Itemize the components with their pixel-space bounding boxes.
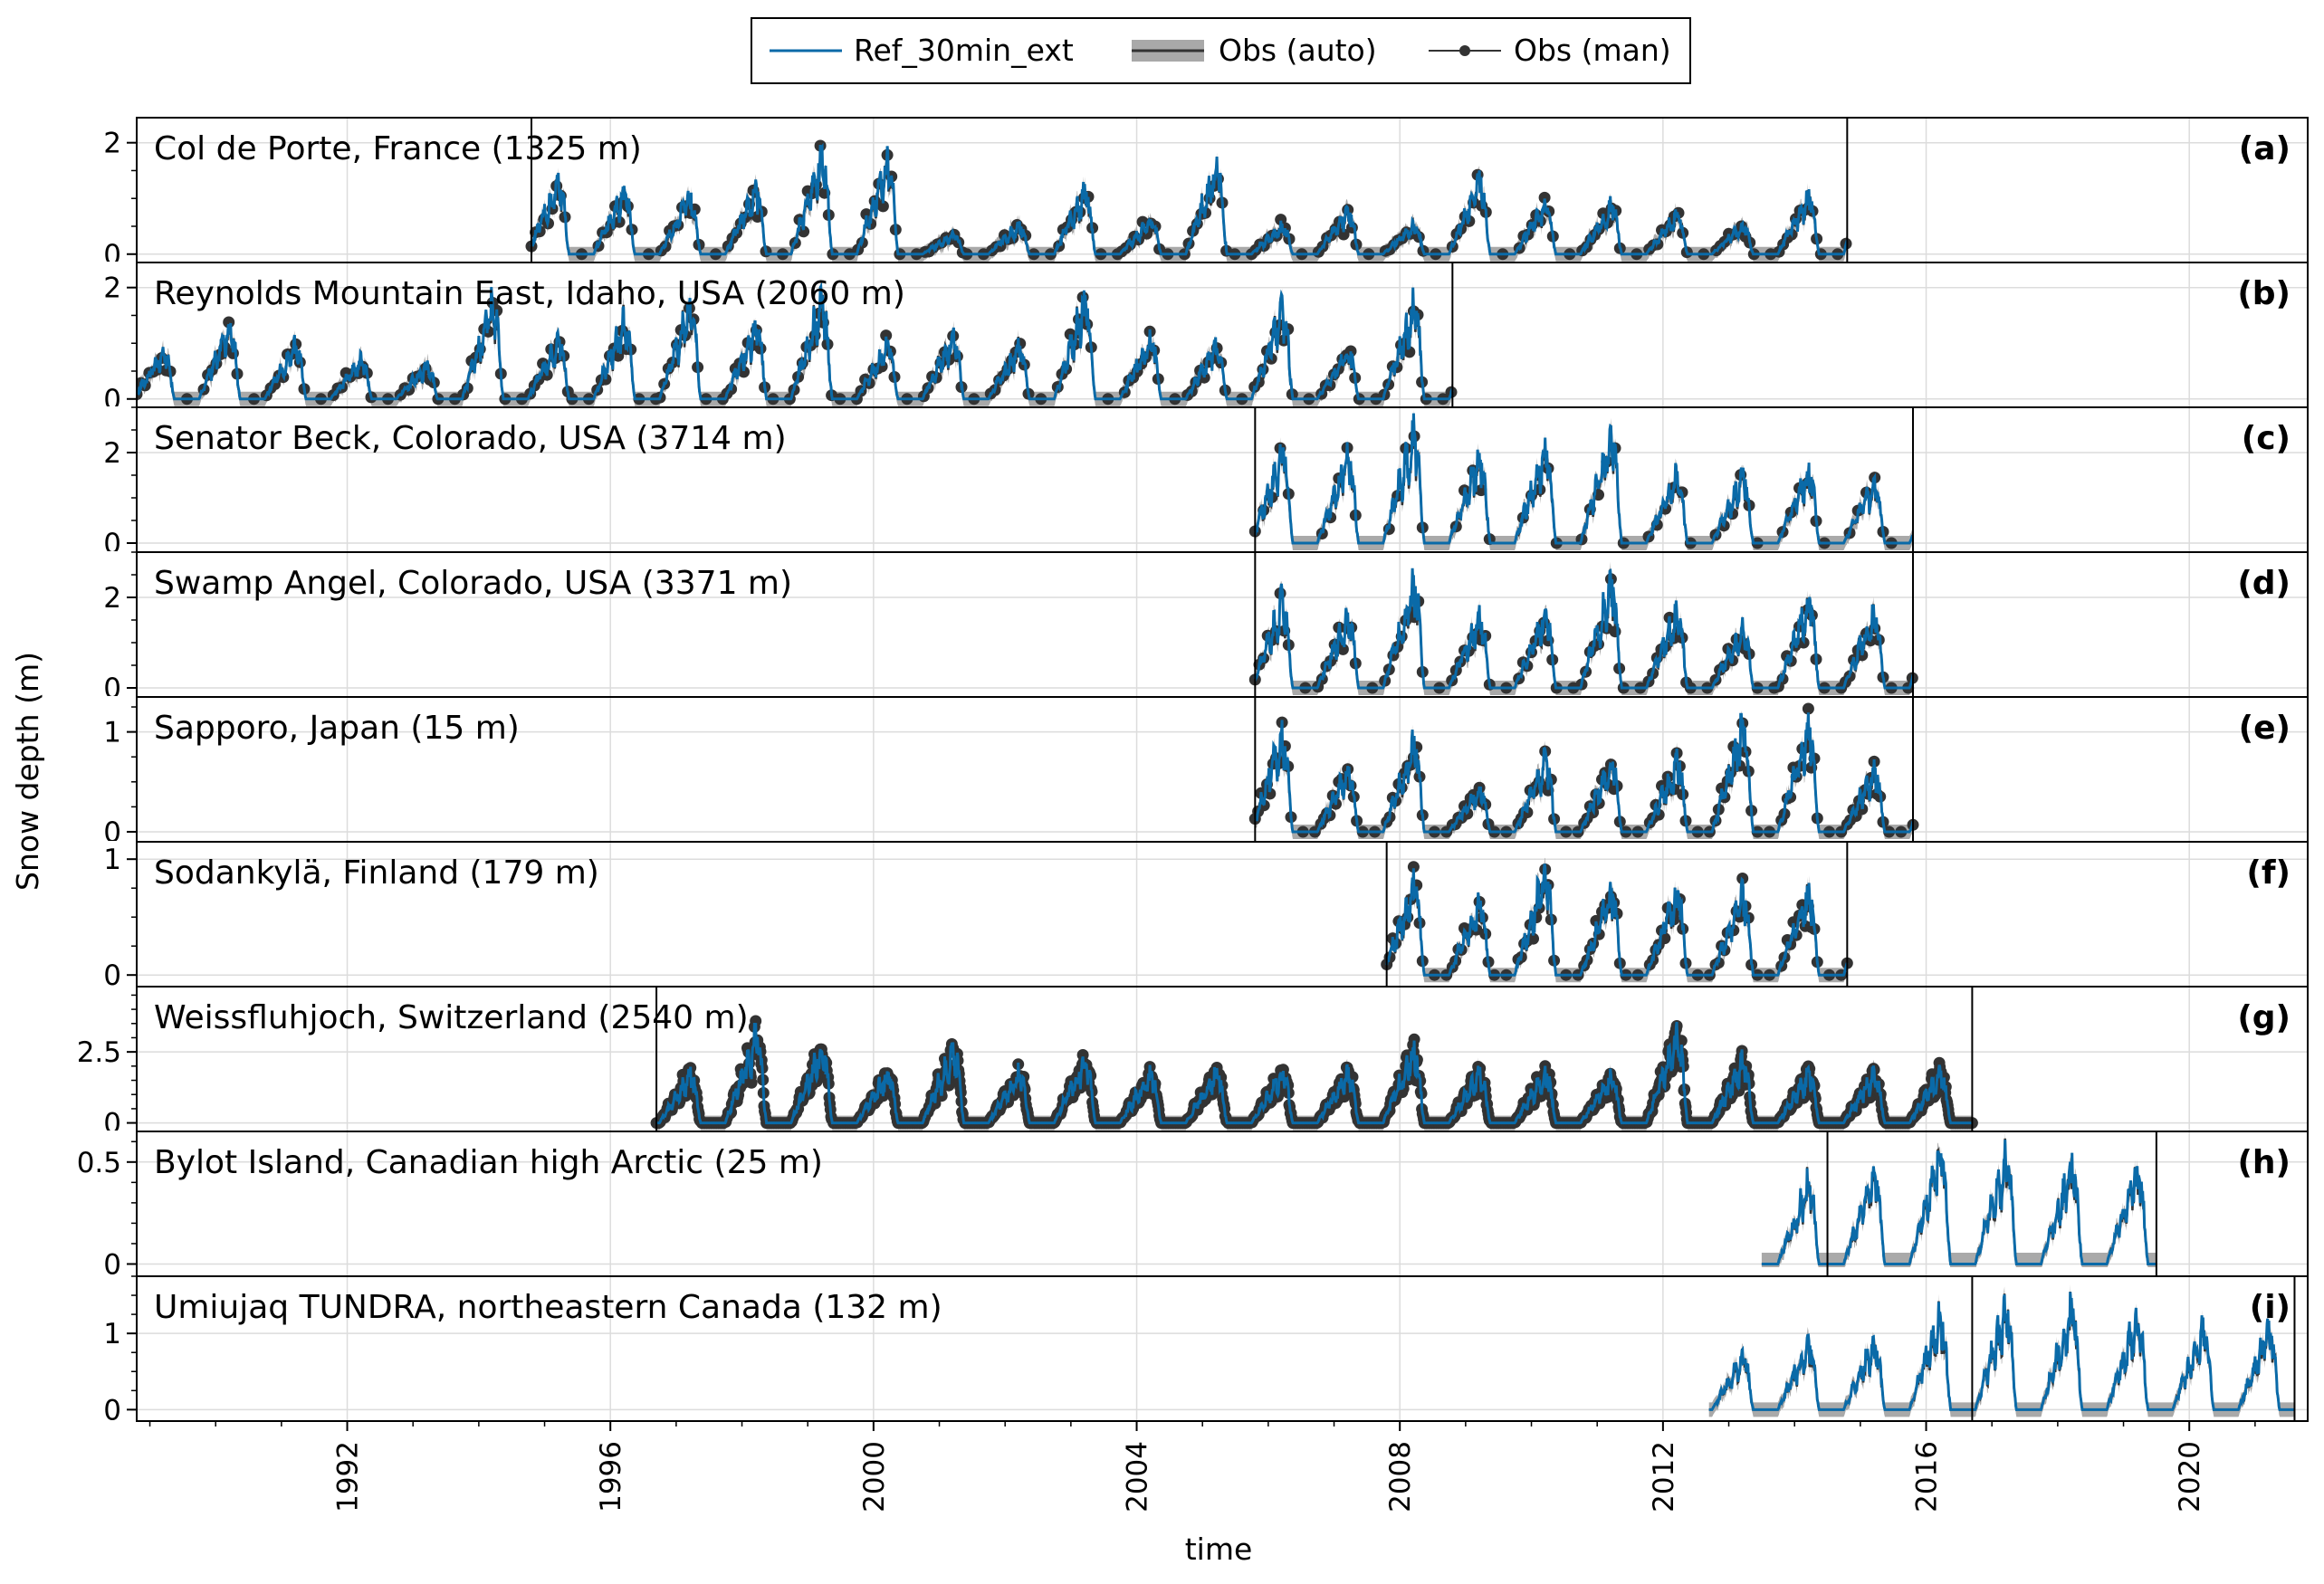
panel-title: Bylot Island, Canadian high Arctic (25 m… [154, 1144, 823, 1181]
panel-title: Weissfluhjoch, Switzerland (2540 m) [154, 999, 749, 1036]
obs-man-marker [1527, 932, 1539, 945]
y-tick-label: 1 [103, 844, 121, 876]
obs-man-marker [1475, 484, 1487, 497]
y-tick-label: 2 [103, 582, 121, 615]
x-tick-label: 2004 [1122, 1441, 1154, 1512]
panel-letter: (h) [2237, 1144, 2291, 1181]
obs-man-marker [880, 329, 893, 342]
legend-label: Obs (auto) [1219, 33, 1377, 68]
obs-man-marker [1590, 914, 1602, 927]
obs-man-marker [1408, 1033, 1420, 1045]
obs-man-marker [1609, 625, 1621, 638]
ref-30min-ext-line [530, 142, 1849, 256]
panel: 0 1 Sodankylä, Finland (179 m) (f) [0, 841, 2309, 992]
panel: 02 Swamp Angel, Colorado, USA (3371 m) (d) [0, 551, 2309, 705]
panel-letter: (c) [2242, 420, 2291, 457]
x-tick-label: 1992 [332, 1441, 365, 1512]
y-tick-label: 2 [103, 128, 121, 160]
panel-letter: (f) [2246, 854, 2291, 892]
ref-30min-ext-line [135, 281, 1454, 401]
panel-title: Sodankylä, Finland (179 m) [154, 854, 599, 892]
obs-man-marker [876, 200, 889, 213]
obs-man-marker [1264, 787, 1277, 800]
obs-man-marker [798, 225, 810, 238]
panel: 0 1 Sapporo, Japan (15 m) (e) [0, 696, 2309, 849]
x-tick-label: 2012 [1648, 1441, 1680, 1512]
panel-title: Swamp Angel, Colorado, USA (3371 m) [154, 565, 792, 602]
obs-man-marker [750, 1015, 762, 1027]
panel-title: Umiujaq TUNDRA, northeastern Canada (132… [154, 1289, 942, 1326]
obs-man-marker [1337, 228, 1350, 241]
panel: 02 Senator Beck, Colorado, USA (3714 m) (c… [0, 406, 2309, 560]
legend-swatch-man-marker [1459, 45, 1470, 56]
legend-label: Obs (man) [1514, 33, 1671, 68]
obs-man-marker [1403, 346, 1416, 358]
legend-label: Ref_30min_ext [854, 33, 1074, 68]
y-axis-label: Snow depth (m) [10, 652, 45, 891]
x-tick-label: 1996 [595, 1441, 627, 1512]
y-tick-label: 1 [103, 1318, 121, 1350]
ref-30min-ext-line [1253, 712, 1915, 834]
panel-letter: (d) [2237, 565, 2291, 602]
x-tick-label: 2016 [1911, 1441, 1944, 1512]
y-tick-label: 0 [103, 959, 121, 992]
panel-title: Senator Beck, Colorado, USA (3714 m) [154, 420, 787, 457]
obs-man-marker [1538, 191, 1551, 204]
left-mask [0, 406, 137, 553]
obs-man-marker [745, 1076, 758, 1089]
y-tick-label: 0 [103, 816, 121, 849]
panel-title: Col de Porte, France (1325 m) [154, 130, 642, 167]
panel-letter: (b) [2237, 275, 2291, 312]
y-tick-label: 2 [103, 437, 121, 470]
y-tick-label: 1 [103, 717, 121, 749]
y-tick-label: 0 [103, 1394, 121, 1427]
left-mask [0, 262, 137, 408]
obs-man-marker [1802, 702, 1814, 715]
y-tick-label: 2 [103, 272, 121, 305]
panel-letter: (i) [2250, 1289, 2291, 1326]
obs-man-marker [738, 366, 750, 378]
panel-letter: (a) [2239, 130, 2291, 167]
obs-man-marker [754, 342, 767, 355]
left-mask [0, 696, 137, 843]
left-mask [0, 117, 137, 263]
legend: Ref_30min_ext Obs (auto) Obs (man) [751, 17, 1691, 84]
ref-30min-ext-line [1253, 568, 1915, 690]
panel-letter: (g) [2237, 999, 2291, 1036]
left-mask [0, 841, 137, 988]
panel-title: Sapporo, Japan (15 m) [154, 710, 520, 747]
x-tick-label: 2008 [1384, 1441, 1417, 1512]
obs-man-marker [1407, 861, 1420, 873]
obs-man-marker [1336, 643, 1349, 655]
y-tick-label: 0.5 [77, 1147, 121, 1179]
ref-30min-ext-line [1385, 864, 1849, 977]
x-tick-label: 2020 [2174, 1441, 2206, 1512]
left-mask [0, 551, 137, 698]
ref-30min-ext-line [1254, 413, 1915, 545]
x-tick-label: 2000 [858, 1441, 891, 1512]
x-axis-label: time [1185, 1532, 1253, 1567]
panels: 02 Col de Porte, France (1325 m) (a)02 Reyn… [0, 117, 2309, 1427]
panel-title: Reynolds Mountain East, Idaho, USA (2060… [154, 275, 905, 312]
y-tick-label: 2.5 [77, 1036, 121, 1069]
panel: 02 Col de Porte, France (1325 m) (a) [0, 117, 2309, 272]
panel: 02 Reynolds Mountain East, Idaho, USA (20… [0, 262, 2309, 416]
legend-frame [751, 17, 1691, 84]
panel-letter: (e) [2239, 710, 2291, 747]
